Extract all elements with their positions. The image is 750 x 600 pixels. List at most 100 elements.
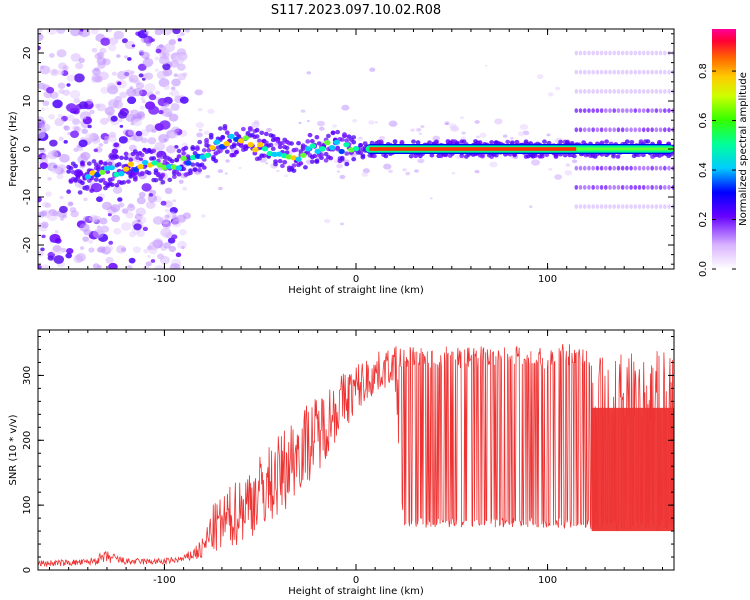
noise-blob <box>565 163 571 167</box>
harmonic-band-mark <box>595 165 600 171</box>
noise-blob <box>184 29 190 33</box>
harmonic-band-mark <box>663 50 667 56</box>
noise-blob <box>96 196 103 203</box>
noise-blob <box>62 214 68 219</box>
noise-blob <box>79 121 84 125</box>
noise-blob <box>47 29 57 35</box>
harmonic-band-mark <box>591 89 595 94</box>
colorbar-tick-label: 0.8 <box>698 63 709 79</box>
noise-blob <box>59 217 65 221</box>
noise-blob <box>266 127 272 133</box>
noise-blob <box>105 256 114 264</box>
noise-blob <box>118 202 125 208</box>
ridge-core <box>204 152 211 158</box>
noise-blob <box>383 163 392 170</box>
ridge-halo <box>427 140 432 145</box>
noise-blob <box>451 171 456 175</box>
harmonic-band-mark <box>654 165 659 171</box>
noise-blob <box>418 132 422 136</box>
noise-blob <box>159 120 171 130</box>
noise-blob <box>119 91 128 99</box>
noise-blob <box>154 68 159 72</box>
ridge-halo <box>139 152 145 158</box>
noise-blob <box>119 124 124 128</box>
noise-blob <box>306 120 310 123</box>
noise-blob <box>109 37 119 45</box>
harmonic-band-mark <box>663 108 667 113</box>
ridge-halo <box>66 169 72 174</box>
noise-blob <box>47 255 54 261</box>
noise-blob <box>129 86 134 90</box>
noise-blob <box>99 117 109 125</box>
ridge-halo <box>280 163 285 169</box>
ridge-halo <box>344 161 350 167</box>
harmonic-band-mark <box>625 89 629 94</box>
harmonic-band-mark <box>574 185 579 190</box>
noise-blob <box>265 162 269 165</box>
ridge-halo <box>289 141 295 146</box>
harmonic-band-mark <box>654 127 659 133</box>
ridge-halo <box>339 137 345 142</box>
noise-blob <box>198 128 203 132</box>
noise-blob <box>156 70 167 80</box>
noise-blob <box>56 49 67 58</box>
ridge-halo <box>204 140 209 145</box>
ridge-core <box>89 170 96 176</box>
noise-blob <box>132 246 141 253</box>
ridge-halo <box>224 130 230 135</box>
noise-blob <box>445 122 449 125</box>
noise-blob <box>90 29 99 35</box>
ridge-halo <box>277 144 283 150</box>
ridge-halo <box>86 161 92 166</box>
noise-blob <box>41 154 49 161</box>
ridge-core <box>84 174 92 180</box>
harmonic-band-mark <box>658 108 663 113</box>
ridge-halo <box>323 151 329 157</box>
harmonic-band-mark <box>654 50 659 56</box>
harmonic-band-mark <box>574 89 579 94</box>
harmonic-band-mark <box>650 89 654 94</box>
noise-blob <box>89 214 99 223</box>
harmonic-band-mark <box>641 108 646 113</box>
x-tick-label: -100 <box>153 575 176 586</box>
harmonic-band-mark <box>658 69 663 75</box>
noise-blob <box>224 172 228 175</box>
noise-blob <box>523 131 530 136</box>
harmonic-band-mark <box>578 108 583 113</box>
ridge-core <box>199 154 206 160</box>
noise-blob <box>225 159 230 163</box>
noise-blob <box>108 240 114 245</box>
noise-blob <box>179 96 189 104</box>
y-tick-label: 10 <box>22 95 33 108</box>
ridge-halo <box>553 153 559 158</box>
harmonic-band-mark <box>650 127 654 133</box>
noise-blob <box>113 100 123 109</box>
noise-blob <box>147 254 151 258</box>
noise-blob <box>448 123 457 129</box>
noise-blob <box>169 263 181 269</box>
noise-blob <box>165 145 176 154</box>
noise-blob <box>362 168 370 174</box>
noise-blob <box>39 210 48 217</box>
noise-blob <box>170 89 180 97</box>
ridge-core <box>94 172 101 178</box>
harmonic-band-mark <box>595 185 600 190</box>
ridge-halo <box>335 129 341 135</box>
noise-blob <box>113 227 122 235</box>
ridge-halo <box>171 174 177 180</box>
ridge-halo <box>114 154 120 160</box>
noise-blob <box>484 64 488 67</box>
colorbar-gradient <box>712 29 736 269</box>
noise-blob <box>70 130 79 139</box>
harmonic-band-mark <box>608 108 612 113</box>
noise-blob <box>154 29 163 36</box>
ridge-core <box>328 144 336 151</box>
harmonic-band-mark <box>587 50 591 56</box>
noise-blob <box>87 124 92 129</box>
colorbar-tick-label: 0.0 <box>698 261 709 277</box>
noise-blob <box>47 176 52 181</box>
harmonic-band-mark <box>646 108 650 113</box>
noise-blob <box>529 205 533 208</box>
ridge-halo <box>190 162 196 167</box>
